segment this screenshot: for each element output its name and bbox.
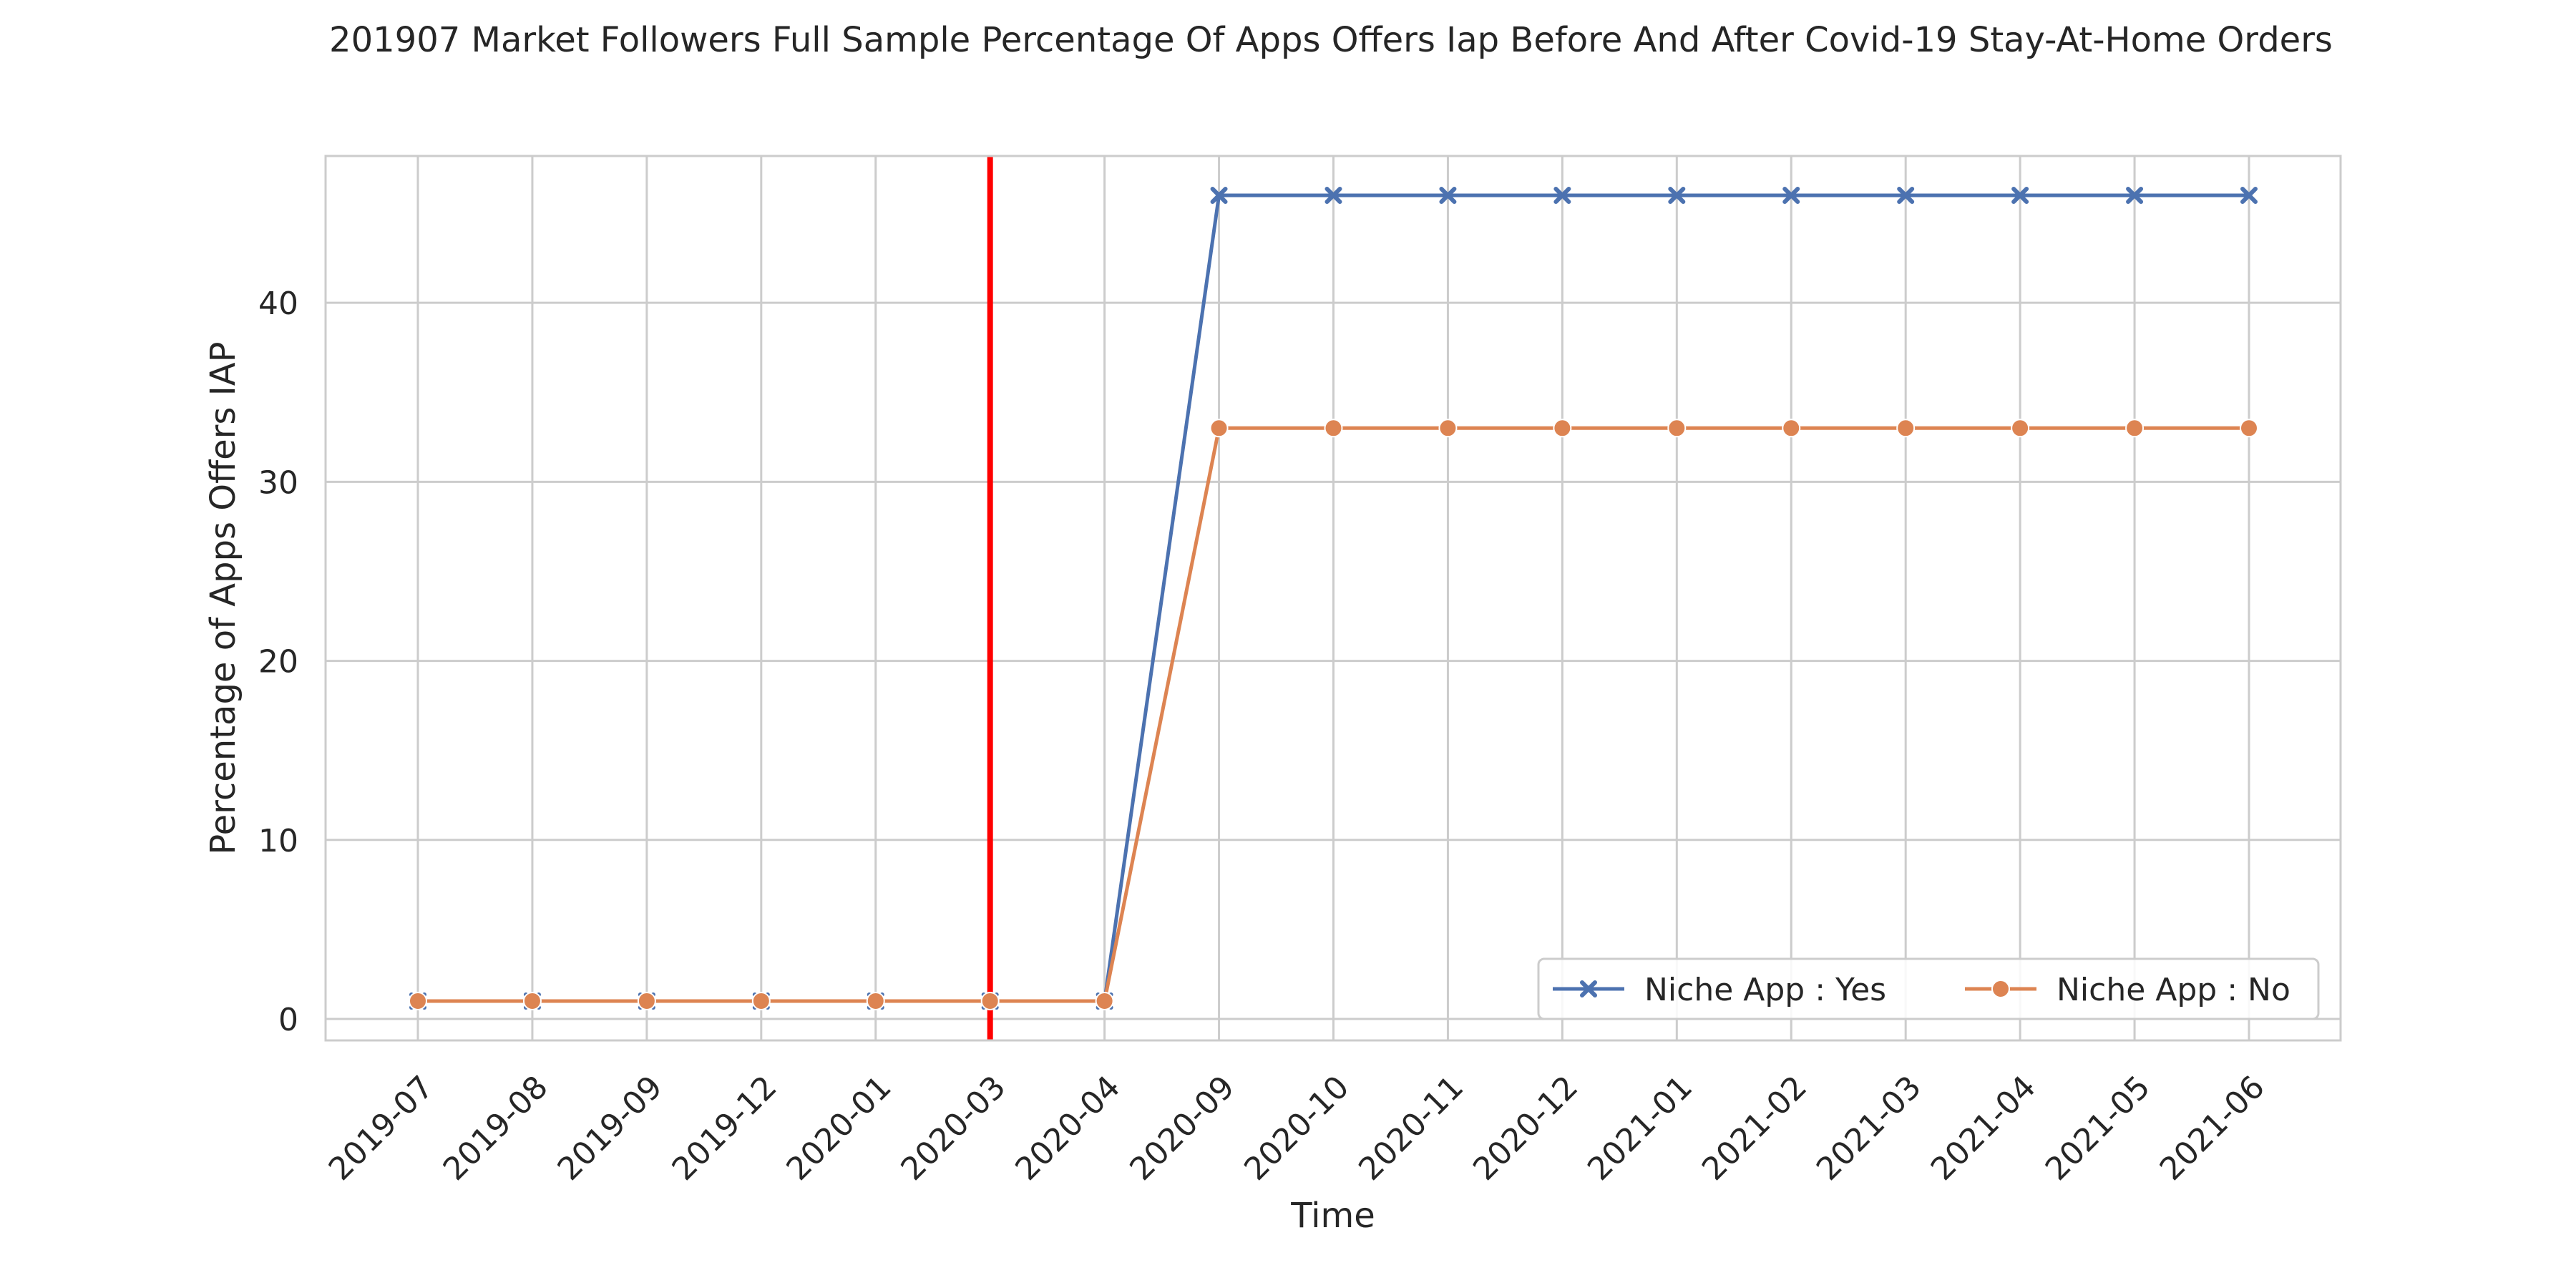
marker-stroke: [1210, 187, 1228, 205]
marker-stroke: [2011, 187, 2029, 205]
x-tick-label: 2019-07: [322, 1069, 441, 1188]
x-tick-label: 2019-12: [665, 1069, 784, 1188]
data-point: [980, 991, 1000, 1010]
data-point: [1324, 187, 1342, 205]
y-axis-label: Percentage of Apps Offers IAP: [203, 341, 243, 854]
data-point: [2240, 187, 2258, 205]
series-group: [409, 187, 2258, 1010]
x-tick-label: 2020-09: [1123, 1069, 1241, 1188]
x-tick-label: 2020-12: [1466, 1069, 1585, 1188]
marker-stroke: [1580, 980, 1597, 997]
data-point: [1896, 419, 1916, 438]
x-tick-label: 2020-03: [894, 1069, 1013, 1188]
x-tick-label: 2019-09: [551, 1069, 670, 1188]
marker-stroke: [2240, 187, 2258, 205]
legend-item: Niche App : No: [1965, 972, 2290, 1008]
data-point: [1210, 187, 1228, 205]
data-point: [2011, 419, 2030, 438]
x-tick-label: 2021-05: [2039, 1069, 2157, 1188]
y-tick-label: 0: [278, 1002, 298, 1038]
legend-marker: [1580, 980, 1597, 997]
data-point: [1782, 187, 1800, 205]
x-tick-label: 2021-03: [1810, 1069, 1928, 1188]
data-point: [1782, 419, 1801, 438]
data-point: [2125, 419, 2145, 438]
x-tick-label: 2021-04: [1924, 1069, 2043, 1188]
data-point: [1668, 187, 1686, 205]
legend: Niche App : Yes Niche App : No: [1537, 957, 2320, 1020]
chart-title: 201907 Market Followers Full Sample Perc…: [329, 20, 2333, 60]
marker-stroke: [2126, 187, 2144, 205]
x-tick-label: 2021-06: [2153, 1069, 2272, 1188]
data-point: [1324, 419, 1343, 438]
data-point: [1553, 419, 1572, 438]
x-tick-label: 2020-04: [1008, 1069, 1127, 1188]
legend-box: [1537, 957, 2320, 1020]
data-point: [2011, 187, 2029, 205]
data-point: [1439, 187, 1457, 205]
data-point: [1553, 187, 1571, 205]
data-point: [522, 991, 542, 1010]
marker-stroke: [1897, 187, 1915, 205]
y-tick-label: 20: [258, 644, 298, 680]
x-tick-label: 2019-08: [436, 1069, 555, 1188]
marker-stroke: [1668, 187, 1686, 205]
x-tick-label: 2020-01: [779, 1069, 898, 1188]
data-point: [2240, 419, 2258, 438]
marker-stroke: [1553, 187, 1571, 205]
x-tick-label: 2020-10: [1237, 1069, 1356, 1188]
legend-item: Niche App : Yes: [1553, 972, 1886, 1008]
y-tick-label: 30: [258, 464, 298, 501]
data-point: [1897, 187, 1915, 205]
marker-stroke: [1782, 187, 1800, 205]
x-tick-label: 2021-01: [1581, 1069, 1699, 1188]
data-point: [1095, 991, 1114, 1010]
y-tick-label: 40: [258, 286, 298, 322]
x-tick-label: 2021-02: [1695, 1069, 1814, 1188]
data-point: [751, 991, 771, 1010]
data-point: [1209, 419, 1229, 438]
legend-marker: [1991, 980, 2010, 998]
legend-label: Niche App : Yes: [1644, 972, 1886, 1008]
data-point: [1667, 419, 1687, 438]
x-tick-label: 2020-11: [1352, 1069, 1470, 1188]
legend-label: Niche App : No: [2057, 972, 2290, 1008]
marker-stroke: [1439, 187, 1457, 205]
data-point: [2126, 187, 2144, 205]
grid: [326, 156, 2341, 1040]
series-2: [409, 419, 2258, 1010]
plot-frame: [324, 155, 2342, 1042]
data-point: [409, 991, 427, 1010]
data-point: [637, 991, 656, 1010]
data-point: [866, 991, 885, 1010]
data-point: [1438, 419, 1458, 438]
y-tick-label: 10: [258, 823, 298, 859]
x-axis-label: Time: [1290, 1196, 1375, 1236]
marker-stroke: [1324, 187, 1342, 205]
